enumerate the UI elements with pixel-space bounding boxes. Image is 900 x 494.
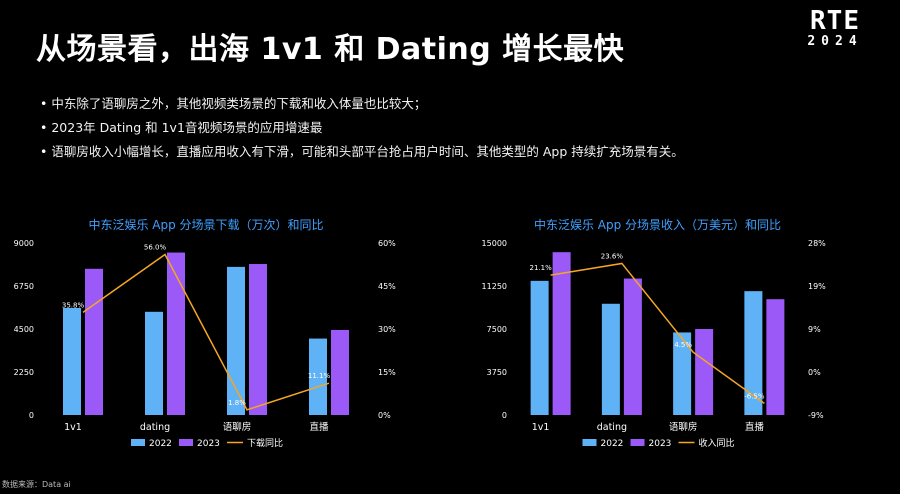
legend-label: 2022: [601, 439, 624, 449]
bar-2023-语聊房: [695, 329, 714, 415]
bar-2022-1v1: [530, 280, 549, 415]
x-tick-label: dating: [140, 422, 170, 433]
x-tick-label: 直播: [745, 421, 765, 433]
y-tick-label: 9000: [14, 239, 34, 248]
line-data-label: 11.1%: [308, 372, 331, 380]
bar-2022-语聊房: [227, 266, 245, 415]
y2-tick-label: 19%: [808, 282, 826, 291]
y-tick-label: 7500: [487, 325, 507, 334]
line-data-label: 23.6%: [601, 252, 624, 260]
legend-label: 2023: [649, 439, 672, 449]
bar-2023-直播: [331, 329, 349, 415]
bar-2022-1v1: [63, 307, 81, 415]
bar-2023-1v1: [552, 252, 571, 415]
bullet-item: 语聊房收入小幅增长，直播应用收入有下滑，可能和头部平台抢占用户时间、其他类型的 …: [40, 140, 683, 164]
line-data-label: 1.8%: [228, 399, 246, 407]
y2-tick-label: 0%: [808, 368, 821, 377]
bullet-list: 中东除了语聊房之外，其他视频类场景的下载和收入体量也比较大； 2023年 Dat…: [40, 92, 684, 164]
y-tick-label: 15000: [482, 239, 507, 248]
downloads-chart: 中东泛娱乐 App 分场景下载（万次）和同比 0 2250 4500 6750 9000 0…: [14, 217, 397, 449]
x-tick-label: 1v1: [64, 422, 82, 433]
y-tick-label: 3750: [487, 368, 507, 377]
x-tick-label: dating: [597, 422, 627, 433]
line-data-label: 56.0%: [144, 243, 167, 251]
line-data-label: 35.8%: [62, 301, 85, 309]
legend-label: 2022: [149, 439, 172, 449]
legend-swatch-2022: [582, 439, 597, 446]
line-下载同比: [82, 253, 330, 411]
legend-swatch-2023: [630, 439, 645, 446]
bar-2022-直播: [744, 291, 763, 415]
legend-swatch-2023: [179, 439, 193, 446]
bar-2023-语聊房: [249, 264, 267, 415]
chart-title: 中东泛娱乐 App 分场景收入（万美元）和同比: [534, 217, 781, 232]
x-tick-label: 直播: [309, 421, 329, 433]
bullet-item: 中东除了语聊房之外，其他视频类场景的下载和收入体量也比较大；: [40, 92, 684, 116]
chart-title: 中东泛娱乐 App 分场景下载（万次）和同比: [88, 217, 323, 232]
bar-2022-dating: [601, 303, 620, 415]
slide-title: 从场景看，出海 1v1 和 Dating 增长最快: [36, 32, 625, 67]
y-tick-label: 6750: [14, 282, 34, 291]
line-data-label: 4.5%: [674, 341, 692, 349]
y2-tick-label: -9%: [808, 411, 824, 420]
legend-label: 下载同比: [247, 437, 283, 449]
line-data-label: -6.5%: [744, 392, 765, 400]
y2-tick-label: 45%: [378, 282, 396, 291]
y-tick-label: 0: [502, 411, 507, 420]
line-收入同比: [550, 262, 765, 404]
bar-2022-直播: [309, 338, 327, 415]
y2-tick-label: 9%: [808, 325, 821, 334]
legend-label: 收入同比: [699, 437, 735, 449]
y2-tick-label: 15%: [378, 368, 396, 377]
legend-label: 2023: [197, 439, 220, 449]
logo-line-2: 2024: [807, 34, 863, 49]
y2-tick-label: 0%: [378, 411, 391, 420]
y2-tick-label: 28%: [808, 239, 826, 248]
y-tick-label: 2250: [14, 368, 34, 377]
data-source-note: 数据来源：Data ai: [2, 480, 71, 489]
bar-2023-直播: [766, 299, 785, 415]
y-tick-label: 11250: [482, 282, 507, 291]
y-tick-label: 4500: [14, 325, 34, 334]
bar-2023-1v1: [85, 268, 103, 415]
x-tick-label: 语聊房: [223, 421, 252, 433]
logo-line-1: RTE: [810, 6, 860, 36]
bar-2023-dating: [623, 278, 642, 415]
y2-tick-label: 60%: [378, 239, 396, 248]
line-data-label: 21.1%: [530, 264, 553, 272]
bullet-item: 2023年 Dating 和 1v1音视频场景的应用增速最: [40, 116, 684, 140]
y2-tick-label: 30%: [378, 325, 396, 334]
legend-swatch-2022: [131, 439, 145, 446]
x-tick-label: 语聊房: [669, 421, 698, 433]
bar-2023-dating: [167, 252, 185, 415]
y-tick-label: 0: [29, 411, 34, 420]
rte-2024-logo: RTE 2024: [792, 8, 878, 50]
bar-2022-dating: [145, 311, 163, 415]
x-tick-label: 1v1: [532, 422, 550, 433]
revenue-chart: 中东泛娱乐 App 分场景收入（万美元）和同比 0 3750 7500 11250 150…: [482, 217, 827, 449]
bar-2022-语聊房: [673, 332, 692, 415]
